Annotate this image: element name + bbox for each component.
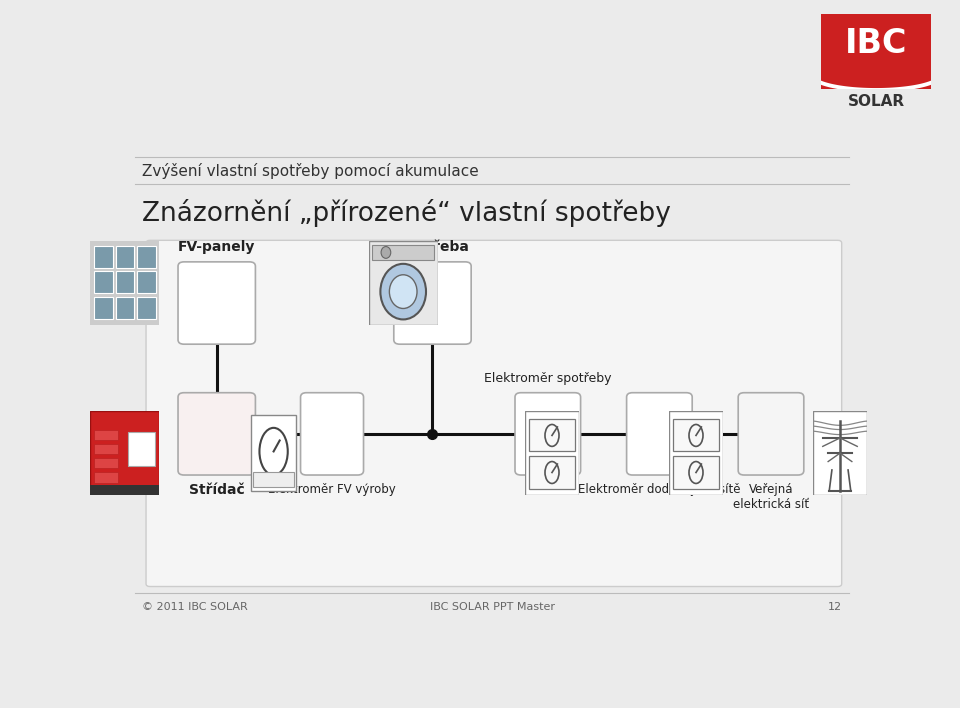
Bar	[94, 444, 118, 454]
Text: Elektroměr spotřeby: Elektroměr spotřeby	[484, 372, 612, 385]
Bar	[116, 246, 134, 268]
FancyBboxPatch shape	[146, 240, 842, 586]
Text: FV-panely: FV-panely	[178, 240, 255, 254]
FancyBboxPatch shape	[178, 262, 255, 344]
Bar	[116, 271, 134, 293]
Text: IBC SOLAR PPT Master: IBC SOLAR PPT Master	[429, 603, 555, 612]
FancyBboxPatch shape	[627, 393, 692, 475]
FancyBboxPatch shape	[394, 262, 471, 344]
Text: Spotřeba: Spotřeba	[396, 240, 468, 254]
Bar	[94, 430, 118, 440]
FancyBboxPatch shape	[821, 14, 931, 88]
Bar	[137, 271, 156, 293]
Bar	[529, 457, 575, 489]
Text: Zvýšení vlastní spotřeby pomocí akumulace: Zvýšení vlastní spotřeby pomocí akumulac…	[142, 163, 479, 178]
Circle shape	[390, 275, 417, 309]
Text: Elektroměr FV výroby: Elektroměr FV výroby	[268, 483, 396, 496]
Text: Znázornění „přírozené“ vlastní spotřeby: Znázornění „přírozené“ vlastní spotřeby	[142, 199, 671, 227]
Circle shape	[381, 246, 391, 258]
Text: © 2011 IBC SOLAR: © 2011 IBC SOLAR	[142, 603, 248, 612]
Text: IBC: IBC	[845, 28, 907, 60]
Bar	[673, 419, 719, 452]
Text: Střídač: Střídač	[189, 483, 245, 496]
Bar	[94, 271, 113, 293]
Bar	[94, 297, 113, 319]
Bar	[129, 432, 155, 466]
FancyBboxPatch shape	[738, 393, 804, 475]
Bar	[116, 297, 134, 319]
Bar	[137, 297, 156, 319]
Bar	[372, 245, 434, 260]
Bar	[94, 458, 118, 468]
Bar	[94, 246, 113, 268]
Text: SOLAR: SOLAR	[848, 94, 904, 110]
Bar	[137, 246, 156, 268]
FancyBboxPatch shape	[178, 393, 255, 475]
Bar	[673, 457, 719, 489]
Text: Veřejná
elektrická síť: Veřejná elektrická síť	[732, 483, 809, 510]
Text: 12: 12	[828, 603, 842, 612]
Bar	[90, 485, 159, 496]
Text: Elektroměr dodávky do sítě: Elektroměr dodávky do sítě	[578, 483, 741, 496]
FancyBboxPatch shape	[300, 393, 364, 475]
FancyBboxPatch shape	[515, 393, 581, 475]
Bar	[94, 472, 118, 483]
Circle shape	[380, 264, 426, 319]
Bar	[529, 419, 575, 452]
Bar	[253, 472, 294, 487]
